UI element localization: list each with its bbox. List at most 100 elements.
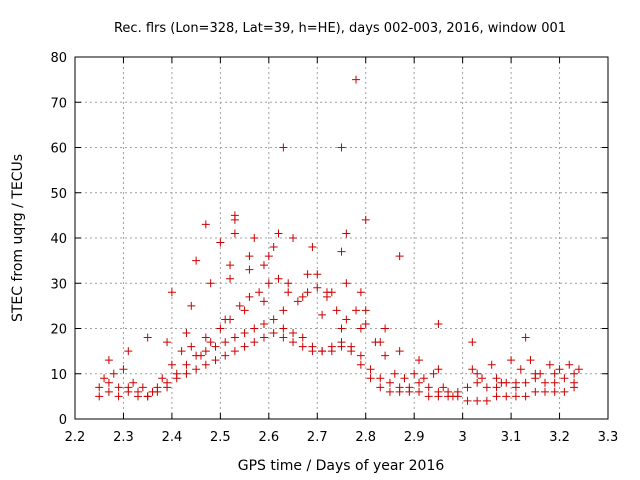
data-point bbox=[114, 392, 123, 401]
data-point bbox=[279, 333, 288, 342]
data-point bbox=[531, 369, 540, 378]
x-tick-label: 2.7 bbox=[307, 430, 328, 445]
x-tick-label: 2.3 bbox=[113, 430, 134, 445]
y-tick-label: 50 bbox=[50, 187, 67, 202]
data-point bbox=[376, 338, 385, 347]
data-point bbox=[143, 392, 152, 401]
data-point bbox=[492, 383, 501, 392]
x-tick-label: 2.4 bbox=[162, 430, 183, 445]
data-point bbox=[104, 378, 113, 387]
data-point bbox=[511, 383, 520, 392]
data-point bbox=[550, 387, 559, 396]
data-point bbox=[109, 369, 118, 378]
y-tick-label: 10 bbox=[50, 368, 67, 383]
data-point bbox=[521, 333, 530, 342]
data-point bbox=[216, 324, 225, 333]
data-point bbox=[196, 351, 205, 360]
data-point bbox=[545, 360, 554, 369]
data-point bbox=[279, 324, 288, 333]
data-point bbox=[463, 396, 472, 405]
data-point bbox=[381, 324, 390, 333]
data-point bbox=[361, 319, 370, 328]
data-point bbox=[138, 383, 147, 392]
data-point bbox=[318, 347, 327, 356]
data-point bbox=[521, 378, 530, 387]
data-point bbox=[337, 324, 346, 333]
data-point bbox=[124, 383, 133, 392]
data-point bbox=[289, 338, 298, 347]
data-point bbox=[245, 292, 254, 301]
data-point bbox=[424, 392, 433, 401]
data-point bbox=[124, 347, 133, 356]
data-point bbox=[226, 261, 235, 270]
y-tick-label: 30 bbox=[50, 277, 67, 292]
y-tick-label: 80 bbox=[50, 51, 67, 66]
data-point bbox=[192, 365, 201, 374]
y-tick-label: 60 bbox=[50, 142, 67, 157]
data-point bbox=[385, 378, 394, 387]
data-point bbox=[129, 378, 138, 387]
data-point bbox=[201, 333, 210, 342]
data-point bbox=[356, 360, 365, 369]
data-point bbox=[221, 338, 230, 347]
data-point bbox=[313, 270, 322, 279]
y-tick-label: 70 bbox=[50, 96, 67, 111]
x-tick-label: 2.2 bbox=[65, 430, 86, 445]
data-points bbox=[95, 75, 583, 405]
data-point bbox=[337, 247, 346, 256]
data-point bbox=[269, 243, 278, 252]
data-point bbox=[570, 369, 579, 378]
x-tick-label: 3.3 bbox=[598, 430, 619, 445]
data-point bbox=[201, 220, 210, 229]
data-point bbox=[507, 356, 516, 365]
data-point bbox=[201, 347, 210, 356]
data-point bbox=[235, 301, 244, 310]
data-point bbox=[308, 342, 317, 351]
y-axis-label: STEC from uqrg / TECUs bbox=[10, 154, 26, 322]
data-point bbox=[177, 347, 186, 356]
data-point bbox=[356, 288, 365, 297]
data-point bbox=[352, 75, 361, 84]
data-point bbox=[356, 351, 365, 360]
data-point bbox=[133, 387, 142, 396]
data-point bbox=[453, 387, 462, 396]
data-point bbox=[264, 279, 273, 288]
data-point bbox=[240, 329, 249, 338]
data-point bbox=[361, 215, 370, 224]
data-point bbox=[158, 374, 167, 383]
data-point bbox=[337, 338, 346, 347]
x-tick-label: 2.9 bbox=[404, 430, 425, 445]
data-point bbox=[560, 374, 569, 383]
data-point bbox=[395, 252, 404, 261]
data-point bbox=[473, 369, 482, 378]
y-tick-label: 20 bbox=[50, 323, 67, 338]
data-point bbox=[415, 356, 424, 365]
data-point bbox=[274, 229, 283, 238]
data-point bbox=[119, 365, 128, 374]
data-point bbox=[482, 383, 491, 392]
data-point bbox=[289, 234, 298, 242]
data-point bbox=[240, 342, 249, 351]
data-point bbox=[550, 378, 559, 387]
data-point bbox=[201, 360, 210, 369]
data-point bbox=[211, 356, 220, 365]
data-point bbox=[172, 369, 181, 378]
data-point bbox=[259, 319, 268, 328]
data-point bbox=[308, 243, 317, 252]
data-point bbox=[221, 315, 230, 324]
data-point bbox=[182, 360, 191, 369]
data-point bbox=[269, 315, 278, 324]
data-point bbox=[478, 374, 487, 383]
data-point bbox=[482, 396, 491, 405]
data-point bbox=[104, 356, 113, 365]
data-point bbox=[255, 288, 264, 297]
data-point bbox=[410, 369, 419, 378]
data-point bbox=[444, 387, 453, 396]
data-point bbox=[487, 360, 496, 369]
data-point bbox=[298, 333, 307, 342]
data-point bbox=[303, 270, 312, 279]
x-axis-label: GPS time / Days of year 2016 bbox=[238, 458, 445, 474]
data-point bbox=[473, 378, 482, 387]
chart-title: Rec. flrs (Lon=328, Lat=39, h=HE), days … bbox=[114, 21, 566, 36]
data-point bbox=[206, 338, 215, 347]
